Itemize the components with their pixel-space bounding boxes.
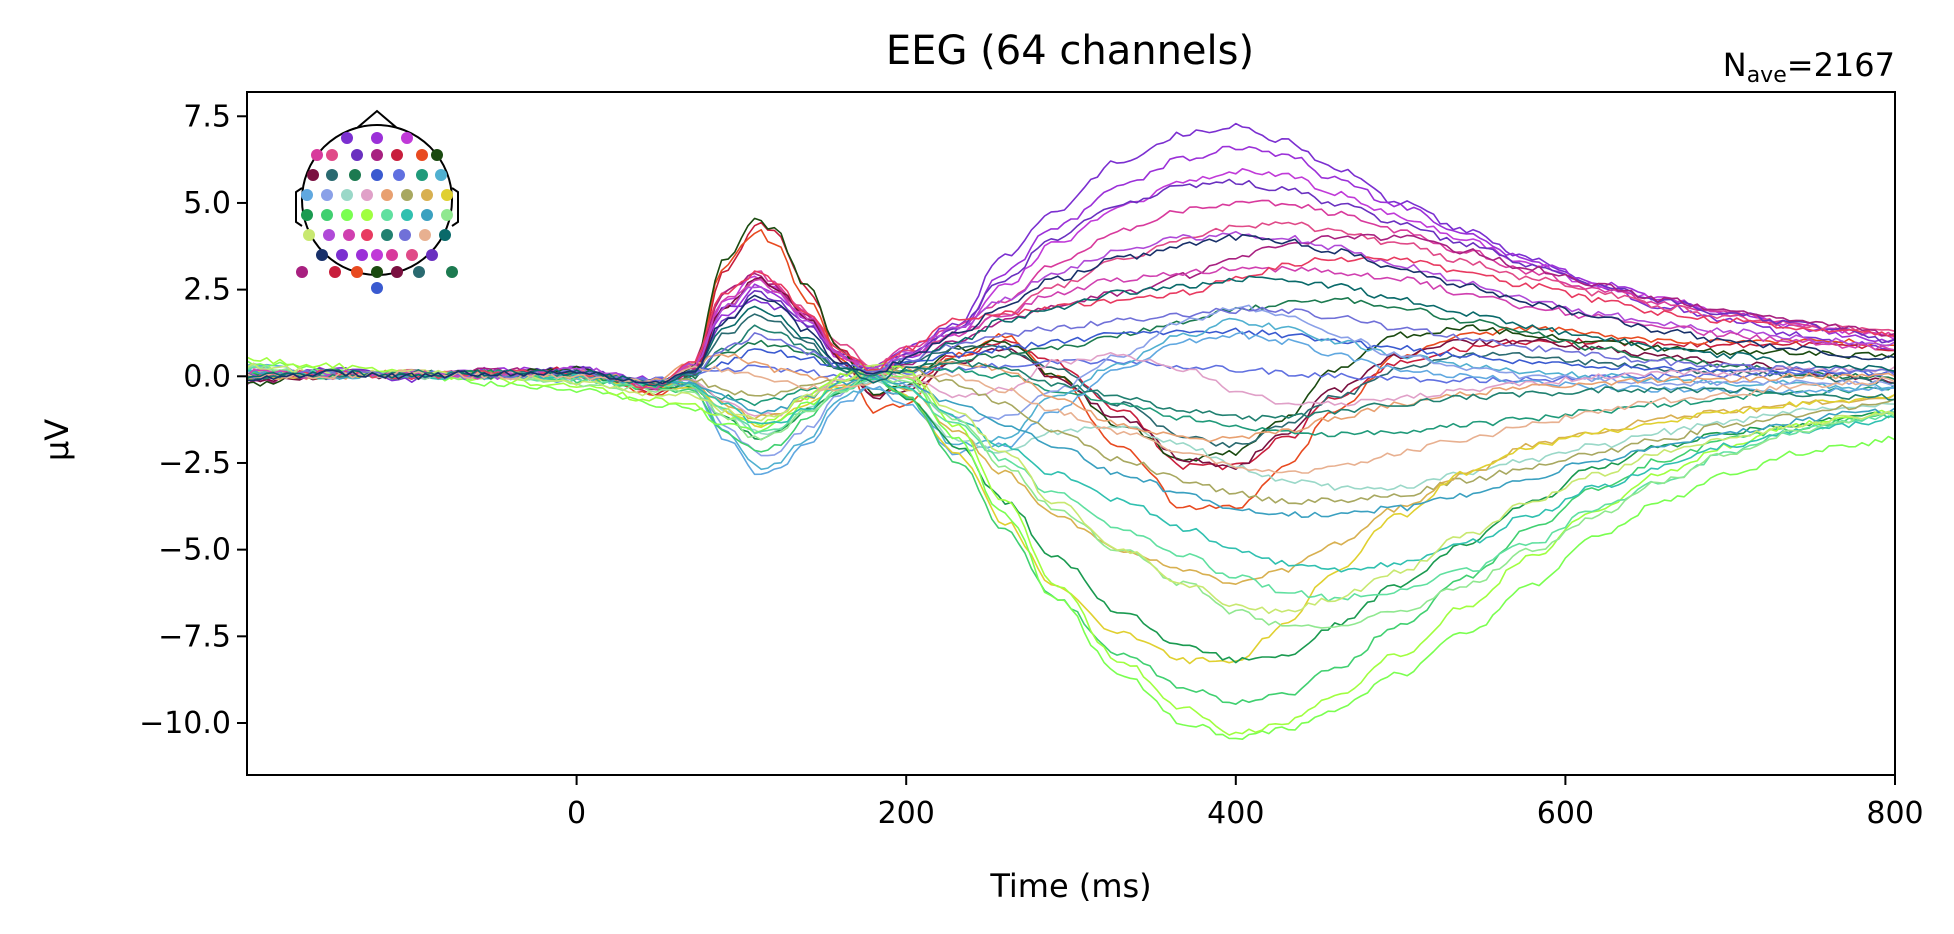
sensor-dot xyxy=(381,229,393,241)
sensor-dot xyxy=(446,266,458,278)
sensor-dot xyxy=(391,266,403,278)
sensor-dot xyxy=(441,189,453,201)
nave-value: =2167 xyxy=(1787,46,1895,84)
channel-trace-41 xyxy=(247,275,1895,387)
sensor-dot xyxy=(323,229,335,241)
y-tick-label: −2.5 xyxy=(158,446,231,481)
sensor-dot xyxy=(439,229,451,241)
sensor-dot xyxy=(349,169,361,181)
sensor-dot xyxy=(326,169,338,181)
sensor-dot xyxy=(329,266,341,278)
y-tick-label: −5.0 xyxy=(158,533,231,568)
channel-trace-35 xyxy=(247,230,1895,387)
x-tick-label: 200 xyxy=(878,796,935,831)
sensor-dot xyxy=(371,282,383,294)
sensor-dot xyxy=(441,209,453,221)
sensor-dot xyxy=(321,189,333,201)
x-tick-label: 600 xyxy=(1537,796,1594,831)
sensor-dot xyxy=(421,189,433,201)
sensor-dot xyxy=(361,229,373,241)
sensor-dot xyxy=(435,169,447,181)
y-tick-label: 7.5 xyxy=(183,99,231,134)
x-tick-label: 800 xyxy=(1866,796,1923,831)
sensor-dot xyxy=(371,149,383,161)
channel-trace-32 xyxy=(247,369,1895,519)
sensor-dot xyxy=(371,249,383,261)
sensor-dot xyxy=(296,266,308,278)
sensor-dot xyxy=(401,209,413,221)
sensor-dot xyxy=(431,149,443,161)
head-outline xyxy=(295,109,459,276)
sensor-dot xyxy=(391,149,403,161)
sensor-dot xyxy=(416,149,428,161)
sensor-dot xyxy=(343,229,355,241)
y-tick-label: 5.0 xyxy=(183,186,231,221)
sensor-dot xyxy=(401,132,413,144)
y-tick-label: 0.0 xyxy=(183,359,231,394)
sensor-dot xyxy=(311,149,323,161)
sensor-dot xyxy=(336,249,348,261)
nave-n: N xyxy=(1723,46,1747,84)
sensor-dot xyxy=(316,249,328,261)
sensor-dot xyxy=(381,189,393,201)
channel-trace-2 xyxy=(247,145,1895,382)
nave-subscript: ave xyxy=(1747,63,1787,88)
plot-frame xyxy=(246,91,1896,776)
sensor-dot xyxy=(426,249,438,261)
x-tick-label: 0 xyxy=(567,796,586,831)
x-axis: 0 200 400 600 800 xyxy=(567,775,1924,831)
sensor-dot xyxy=(413,266,425,278)
sensor-dot xyxy=(341,189,353,201)
channel-trace-4 xyxy=(247,199,1895,387)
sensor-dot xyxy=(361,189,373,201)
sensor-dot xyxy=(301,209,313,221)
series-layer xyxy=(247,122,1895,741)
sensor-dot xyxy=(406,249,418,261)
y-tick-label: 2.5 xyxy=(183,273,231,308)
sensor-dot xyxy=(399,229,411,241)
channel-trace-31 xyxy=(247,368,1895,573)
channel-trace-34 xyxy=(247,362,1895,615)
x-tick-label: 400 xyxy=(1207,796,1264,831)
sensor-dot xyxy=(361,209,373,221)
channel-trace-42 xyxy=(247,233,1895,385)
sensor-dot xyxy=(371,266,383,278)
nave-label: Nave=2167 xyxy=(1723,46,1895,88)
sensor-dot xyxy=(301,189,313,201)
sensor-dot xyxy=(307,169,319,181)
sensor-dot xyxy=(351,266,363,278)
sensor-dot xyxy=(393,169,405,181)
y-tick-label: −10.0 xyxy=(139,706,231,741)
sensor-dot xyxy=(421,209,433,221)
channel-trace-37 xyxy=(247,256,1895,390)
sensor-dot xyxy=(381,209,393,221)
sensor-dot xyxy=(419,229,431,241)
x-axis-label: Time (ms) xyxy=(989,867,1151,905)
sensor-dot xyxy=(401,189,413,201)
chart-title: EEG (64 channels) xyxy=(886,28,1254,74)
sensor-layout-head xyxy=(295,109,459,294)
sensor-dot xyxy=(341,132,353,144)
sensor-dot xyxy=(303,229,315,241)
y-axis: 7.5 5.0 2.5 0.0 −2.5 −5.0 −7.5 −10.0 xyxy=(139,99,247,741)
sensor-dot xyxy=(341,209,353,221)
sensor-dot xyxy=(371,169,383,181)
sensor-dot xyxy=(356,249,368,261)
y-tick-label: −7.5 xyxy=(158,619,231,654)
channel-trace-28 xyxy=(247,360,1895,741)
y-axis-label: µV xyxy=(38,419,76,461)
sensor-dot xyxy=(386,249,398,261)
sensor-dot xyxy=(351,149,363,161)
sensor-dot xyxy=(371,132,383,144)
sensor-dot xyxy=(326,149,338,161)
sensor-dot xyxy=(416,169,428,181)
sensor-dot xyxy=(321,209,333,221)
